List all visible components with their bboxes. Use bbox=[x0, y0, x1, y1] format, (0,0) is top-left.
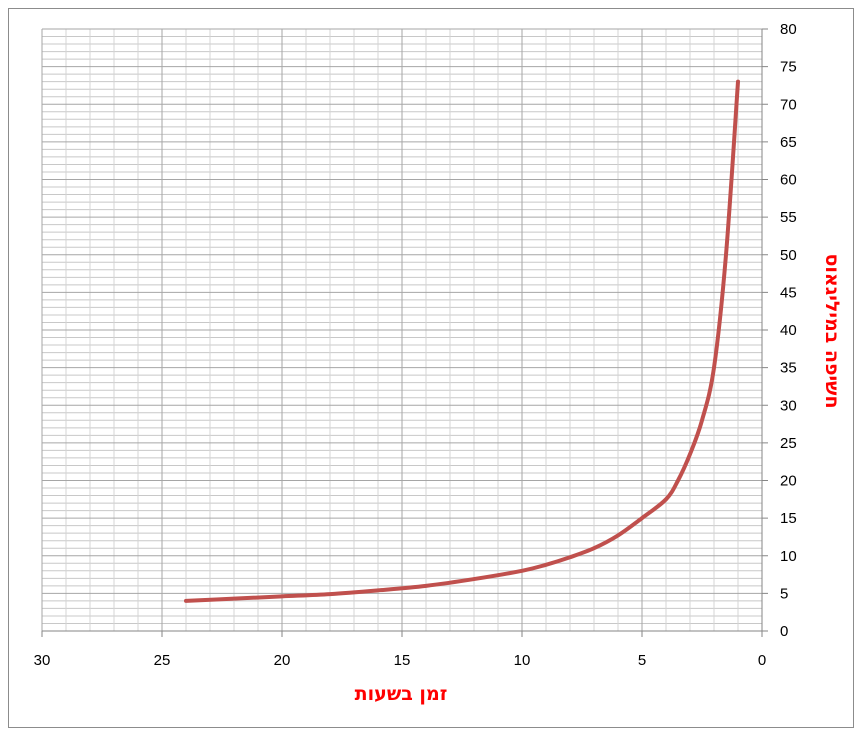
y-tick-label: 15 bbox=[780, 510, 797, 527]
y-tick-labels: 0 5 10 15 20 25 30 35 40 45 50 55 60 65 70 75 80 bbox=[780, 21, 797, 640]
y-tick-label: 75 bbox=[780, 59, 797, 76]
x-axis-title: זמן בשעות bbox=[355, 683, 448, 705]
x-tick-label: 0 bbox=[758, 652, 766, 669]
axes bbox=[41, 28, 768, 637]
y-tick-label: 20 bbox=[780, 473, 797, 490]
y-tick-label: 10 bbox=[780, 548, 797, 565]
series-line bbox=[184, 79, 740, 603]
major-gridlines bbox=[41, 28, 763, 632]
x-tick-label: 15 bbox=[394, 652, 411, 669]
x-tick-label: 30 bbox=[34, 652, 51, 669]
x-tick-label: 20 bbox=[274, 652, 291, 669]
y-axis-title: חשיפה במיליגאוס bbox=[821, 254, 843, 409]
x-tick-label: 25 bbox=[154, 652, 171, 669]
y-tick-label: 45 bbox=[780, 284, 797, 301]
y-tick-label: 5 bbox=[780, 585, 788, 602]
x-tick-labels: 30 25 20 15 10 5 0 bbox=[34, 652, 767, 669]
series-layer bbox=[184, 79, 740, 603]
y-tick-label: 70 bbox=[780, 96, 797, 113]
y-tick-label: 30 bbox=[780, 397, 797, 414]
y-tick-label: 35 bbox=[780, 360, 797, 377]
y-tick-label: 40 bbox=[780, 322, 797, 339]
x-tick-label: 5 bbox=[638, 652, 646, 669]
y-tick-label: 0 bbox=[780, 623, 788, 640]
y-tick-label: 65 bbox=[780, 134, 797, 151]
y-tick-label: 60 bbox=[780, 172, 797, 189]
x-tick-label: 10 bbox=[514, 652, 531, 669]
y-tick-label: 55 bbox=[780, 209, 797, 226]
y-tick-label: 25 bbox=[780, 435, 797, 452]
y-tick-label: 50 bbox=[780, 247, 797, 264]
y-tick-label: 80 bbox=[780, 21, 797, 38]
